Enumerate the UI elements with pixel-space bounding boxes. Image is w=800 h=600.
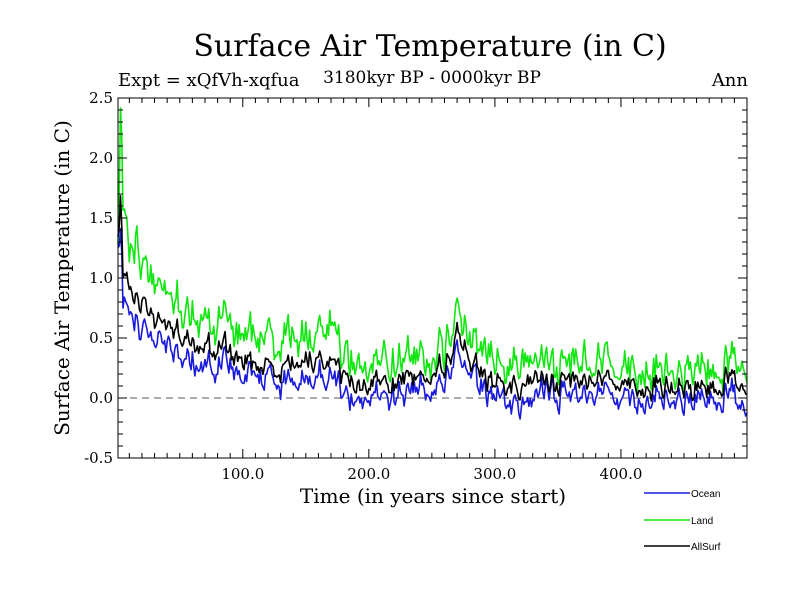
x-axis-label: Time (in years since start) bbox=[300, 484, 566, 508]
y-tick-label: 0.5 bbox=[89, 329, 113, 347]
legend-label-ocean: Ocean bbox=[691, 489, 720, 500]
x-tick-label: 100.0 bbox=[221, 465, 264, 483]
x-tick-label: 400.0 bbox=[599, 465, 642, 483]
legend-label-allsurf: AllSurf bbox=[691, 542, 721, 553]
period-label: 3180kyr BP - 0000kyr BP bbox=[323, 68, 541, 88]
chart-title: Surface Air Temperature (in C) bbox=[193, 29, 666, 64]
experiment-label: Expt = xQfVh-xqfua bbox=[118, 70, 300, 91]
y-tick-label: 0.0 bbox=[89, 389, 113, 407]
y-tick-label: 2.5 bbox=[89, 89, 113, 107]
series-line-land bbox=[117, 107, 748, 398]
season-label: Ann bbox=[711, 70, 749, 91]
y-tick-label: 2.0 bbox=[89, 149, 113, 167]
y-axis-label: Surface Air Temperature (in C) bbox=[50, 120, 74, 436]
x-tick-label: 200.0 bbox=[347, 465, 390, 483]
series-layer bbox=[117, 107, 748, 420]
y-tick-label: 1.5 bbox=[89, 209, 113, 227]
series-line-ocean bbox=[117, 227, 748, 420]
y-tick-label: -0.5 bbox=[84, 449, 113, 467]
legend-label-land: Land bbox=[691, 516, 713, 527]
axes-layer: -0.5 0.0 0.5 1.0 1.5 2.0 2.5 100.0 200.0 300.0 400… bbox=[84, 89, 748, 483]
legend: Ocean Land AllSurf bbox=[644, 489, 721, 553]
y-tick-label: 1.0 bbox=[89, 269, 113, 287]
x-tick-label: 300.0 bbox=[473, 465, 516, 483]
series-line-allsurf bbox=[117, 195, 748, 402]
